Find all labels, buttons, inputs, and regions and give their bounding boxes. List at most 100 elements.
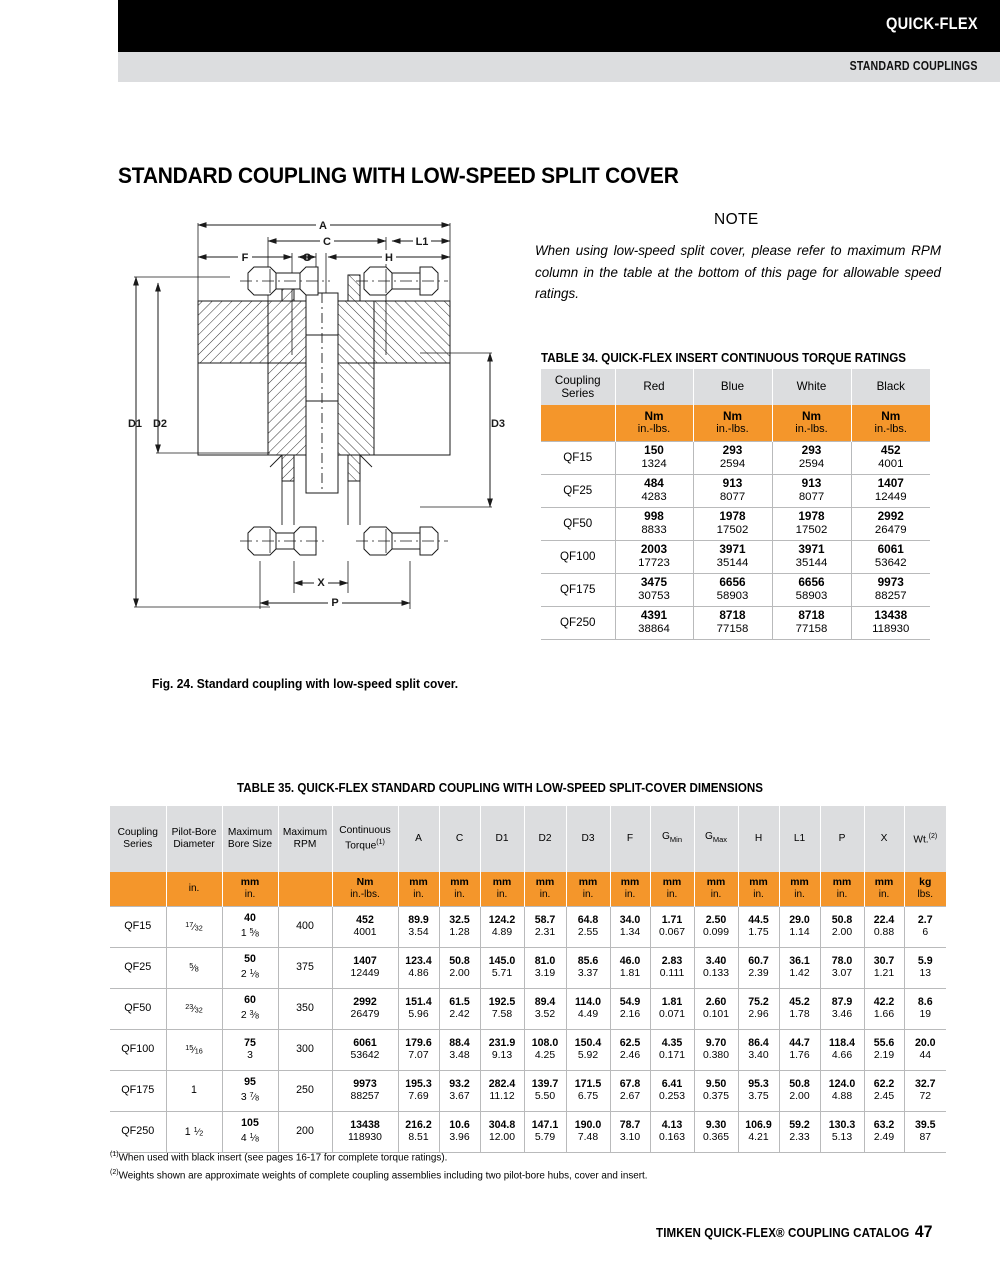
table34-title: TABLE 34. QUICK-FLEX INSERT CONTINUOUS T…	[541, 351, 906, 365]
table35-cell-pilot-bore: 17⁄32	[166, 905, 223, 948]
table34-cell-red: 484 4283	[615, 474, 694, 508]
table35-cell-f: 78.7 3.10	[610, 1111, 651, 1153]
table35-cell-g-min: 1.81 0.071	[650, 988, 695, 1030]
table35-unit-c: mm in.	[439, 872, 481, 906]
table35-cell-rpm: 400	[278, 905, 333, 948]
table-row: QF175 1 95 3 7⁄8 250 9973 88257 195.3 7.69 93.2 3.…	[110, 1070, 946, 1112]
table35-cell-d3: 64.8 2.55	[566, 905, 611, 948]
table-row: QF25 484 4283 913 8077 913 8077 1407 12449	[541, 474, 930, 508]
table35-cell-pilot-bore: 5⁄8	[166, 947, 223, 989]
table35-cell-p: 118.4 4.66	[820, 1029, 865, 1071]
table35-cell-g-max: 2.60 0.101	[694, 988, 739, 1030]
table-row: QF15 150 1324 293 2594 293 2594 452 4001	[541, 440, 930, 475]
table35-cell-d1: 124.2 4.89	[480, 905, 525, 948]
table34-header-blue: Blue	[693, 369, 773, 405]
dim-label-h: H	[385, 252, 393, 264]
table35-cell-f: 54.9 2.16	[610, 988, 651, 1030]
table35-cell-d2: 108.0 4.25	[524, 1029, 567, 1071]
table35-cell-x: 22.4 0.88	[864, 905, 905, 948]
table35-cell-x: 63.2 2.49	[864, 1111, 905, 1153]
table34-cell-white: 913 8077	[772, 474, 852, 508]
catalog-name: TIMKEN QUICK-FLEX® COUPLING CATALOG	[655, 1226, 909, 1240]
table35-cell-weight: 32.7 72	[904, 1070, 946, 1112]
table35-cell-d2: 89.4 3.52	[524, 988, 567, 1030]
table35-cell-g-min: 2.83 0.111	[650, 947, 695, 989]
table35-unit-l1: mm in.	[779, 872, 821, 906]
table35-cell-x: 30.7 1.21	[864, 947, 905, 989]
table35-cell-d1: 145.0 5.71	[480, 947, 525, 989]
table34-cell-blue: 6656 58903	[693, 573, 773, 607]
table-row: QF50 23⁄32 60 2 3⁄8 350 2992 26479 151.4 5.96 61.…	[110, 988, 946, 1030]
table35-cell-g-min: 6.41 0.253	[650, 1070, 695, 1112]
table35-unit-a: mm in.	[398, 872, 440, 906]
table34-cell-black: 6061 53642	[851, 540, 930, 574]
table35-cell-a: 179.6 7.07	[398, 1029, 440, 1071]
table35-cell-d1: 282.4 11.12	[480, 1070, 525, 1112]
table35-cell-pilot-bore: 23⁄32	[166, 988, 223, 1030]
table35-cell-series: QF15	[110, 905, 167, 948]
table35-cell-a: 195.3 7.69	[398, 1070, 440, 1112]
table35-header-f: F	[610, 806, 651, 872]
header-black-bar: QUICK-FLEX	[118, 0, 1000, 52]
table35-header-l1: L1	[779, 806, 821, 872]
table35-unit-d3: mm in.	[566, 872, 611, 906]
table35-header-d3: D3	[566, 806, 611, 872]
table35-cell-f: 34.0 1.34	[610, 905, 651, 948]
table35-cell-weight: 39.5 87	[904, 1111, 946, 1153]
table35-cell-torque: 452 4001	[332, 905, 399, 948]
table35-cell-series: QF175	[110, 1070, 167, 1112]
table35-unit-pilot-bore: in.	[166, 872, 223, 906]
table35-cell-g-max: 2.50 0.099	[694, 905, 739, 948]
header-subtitle: STANDARD COUPLINGS	[849, 59, 978, 73]
table35-cell-torque: 6061 53642	[332, 1029, 399, 1071]
page-footer: TIMKEN QUICK-FLEX® COUPLING CATALOG 47	[656, 1222, 932, 1242]
table-row: QF250 4391 38864 8718 77158 8718 77158 1343…	[541, 606, 930, 640]
table35-cell-bore: 75 3	[222, 1029, 279, 1071]
table34-cell-blue: 8718 77158	[693, 606, 773, 640]
table35-cell-l1: 36.1 1.42	[779, 947, 821, 989]
table35-unit-torque: Nm in.-lbs.	[332, 872, 399, 906]
table35-header-pilot-bore: Pilot-Bore Diameter	[166, 806, 223, 872]
table35-unit-f: mm in.	[610, 872, 651, 906]
coupling-cross-section-diagram: A C L1 F G H D1 D2 D3 X P	[120, 205, 520, 665]
table35-cell-h: 60.7 2.39	[738, 947, 780, 989]
table35-cell-l1: 59.2 2.33	[779, 1111, 821, 1153]
table35-cell-d2: 81.0 3.19	[524, 947, 567, 989]
table35-cell-p: 124.0 4.88	[820, 1070, 865, 1112]
table35-header-d1: D1	[480, 806, 525, 872]
table35-cell-d2: 58.7 2.31	[524, 905, 567, 948]
dim-label-a: A	[319, 220, 327, 232]
table35-cell-g-min: 4.13 0.163	[650, 1111, 695, 1153]
table35-cell-d3: 171.5 6.75	[566, 1070, 611, 1112]
table34-cell-series: QF15	[541, 440, 616, 475]
table34-header-black: Black	[851, 369, 930, 405]
table35-cell-g-max: 9.30 0.365	[694, 1111, 739, 1153]
table34-cell-blue: 293 2594	[693, 440, 773, 475]
table35-cell-h: 86.4 3.40	[738, 1029, 780, 1071]
table35-cell-p: 50.8 2.00	[820, 905, 865, 948]
table35-cell-g-max: 9.50 0.375	[694, 1070, 739, 1112]
table35-cell-series: QF250	[110, 1111, 167, 1153]
dim-label-g: G	[303, 252, 312, 264]
table35-cell-l1: 29.0 1.14	[779, 905, 821, 948]
table35-unit-h: mm in.	[738, 872, 780, 906]
table35-cell-rpm: 350	[278, 988, 333, 1030]
table35-unit-d2: mm in.	[524, 872, 567, 906]
table35-cell-series: QF100	[110, 1029, 167, 1071]
dim-label-d1: D1	[128, 418, 142, 430]
table35-cell-bore: 95 3 7⁄8	[222, 1070, 279, 1112]
table35-header-g-max: GMax	[694, 806, 739, 872]
table35-cell-bore: 50 2 1⁄8	[222, 947, 279, 989]
table34-units-row: Nm in.-lbs. Nm in.-lbs. Nm in.-lbs. Nm in.-l…	[541, 405, 930, 441]
note-heading: NOTE	[714, 211, 759, 228]
table35-cell-bore: 105 4 1⁄8	[222, 1111, 279, 1153]
table35-split-cover-dimensions: Coupling Series Pilot-Bore Diameter Maxi…	[110, 806, 946, 1153]
table35-cell-g-min: 1.71 0.067	[650, 905, 695, 948]
table34-unit-black: Nm in.-lbs.	[851, 405, 930, 441]
table35-cell-p: 130.3 5.13	[820, 1111, 865, 1153]
table35-cell-d3: 150.4 5.92	[566, 1029, 611, 1071]
table35-cell-weight: 8.6 19	[904, 988, 946, 1030]
table34-cell-series: QF25	[541, 474, 616, 508]
table35-header-a: A	[398, 806, 440, 872]
table34-cell-black: 9973 88257	[851, 573, 930, 607]
